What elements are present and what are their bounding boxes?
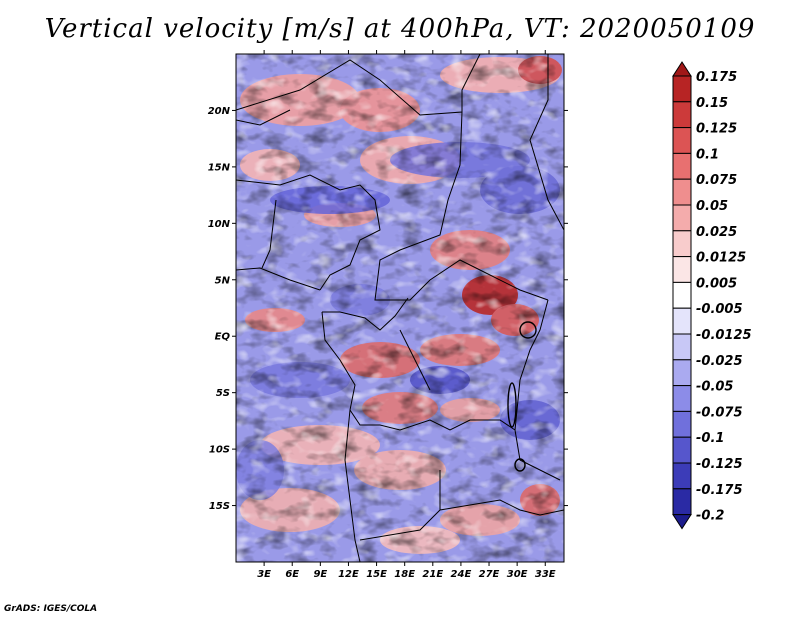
colorbar-label: -0.075 xyxy=(696,405,743,420)
lon-tick-label: 27E xyxy=(479,569,500,580)
lon-tick-label: 21E xyxy=(422,569,443,580)
lat-tick-label: 5N xyxy=(215,275,231,286)
colorbar-label: -0.2 xyxy=(696,509,724,524)
lon-tick-label: 6E xyxy=(285,569,299,580)
colorbar-swatch xyxy=(672,359,692,387)
lon-tick-label: 15E xyxy=(366,569,387,580)
colorbar-swatch xyxy=(672,385,692,412)
latitude-axis: 20N 15N 10N 5N EQ 5S 10S 15S xyxy=(208,106,568,512)
lon-tick-label: 24E xyxy=(451,569,472,580)
colorbar-swatch xyxy=(672,307,692,335)
colorbar-swatch xyxy=(672,333,692,361)
colorbar-swatch xyxy=(672,281,692,309)
colorbar-bottom-arrow xyxy=(672,514,692,530)
colorbar-label: -0.1 xyxy=(696,431,724,446)
colorbar-swatch xyxy=(672,436,692,464)
colorbar-label: 0.005 xyxy=(696,276,737,291)
colorbar-label: 0.0125 xyxy=(696,251,746,266)
colorbar-label: -0.125 xyxy=(696,457,743,472)
colorbar-swatch xyxy=(672,178,692,206)
lat-tick-label: 10S xyxy=(209,445,230,456)
colorbar-label: 0.175 xyxy=(696,70,737,85)
colorbar: 0.175 0.15 0.125 0.1 0.075 0.05 0.025 0.0125 0.0… xyxy=(672,61,752,530)
colorbar-label: 0.025 xyxy=(696,225,737,240)
lakes xyxy=(507,321,537,472)
colorbar-swatch xyxy=(672,462,692,490)
chart-title: Vertical velocity [m/s] at 400hPa, VT: 2… xyxy=(44,14,756,44)
grads-credit: GrADS: IGES/COLA xyxy=(4,604,98,614)
lon-tick-label: 18E xyxy=(394,569,415,580)
colorbar-label: -0.0125 xyxy=(696,328,752,343)
colorbar-label: 0.125 xyxy=(696,122,737,137)
colorbar-swatch xyxy=(672,75,692,103)
colorbar-label: 0.05 xyxy=(696,199,728,214)
longitude-axis: 3E 6E 9E 12E 15E 18E 21E 24E 27E 30E 33E xyxy=(257,50,556,580)
colorbar-swatch xyxy=(672,127,692,154)
lat-tick-label: 15N xyxy=(208,162,231,173)
lon-tick-label: 9E xyxy=(313,569,327,580)
colorbar-swatch xyxy=(672,488,692,516)
colorbar-swatch xyxy=(672,204,692,232)
colorbar-swatch xyxy=(672,230,692,258)
lat-tick-label: 5S xyxy=(216,388,230,399)
colorbar-swatch xyxy=(672,101,692,129)
lon-tick-label: 12E xyxy=(338,569,359,580)
colorbar-label: 0.075 xyxy=(696,173,737,188)
colorbar-label: -0.05 xyxy=(696,380,733,395)
lat-tick-label: 20N xyxy=(208,106,231,117)
lat-tick-label: EQ xyxy=(215,332,231,343)
colorbar-swatch xyxy=(672,256,692,283)
lon-tick-label: 33E xyxy=(535,569,556,580)
velocity-field xyxy=(236,54,564,562)
map-frame xyxy=(235,53,565,563)
lon-tick-label: 30E xyxy=(507,569,528,580)
colorbar-label: -0.175 xyxy=(696,483,743,498)
lat-tick-label: 15S xyxy=(209,501,230,512)
country-borders xyxy=(236,54,564,562)
field-texture-light xyxy=(236,54,564,562)
lat-tick-label: 10N xyxy=(208,219,231,230)
colorbar-label: -0.005 xyxy=(696,302,743,317)
colorbar-swatch xyxy=(672,152,692,180)
colorbar-label: 0.15 xyxy=(696,96,728,111)
colorbar-top-arrow xyxy=(672,61,692,77)
colorbar-label: -0.025 xyxy=(696,354,743,369)
colorbar-swatch xyxy=(672,410,692,438)
colorbar-label: 0.1 xyxy=(696,147,719,162)
lon-tick-label: 3E xyxy=(257,569,271,580)
